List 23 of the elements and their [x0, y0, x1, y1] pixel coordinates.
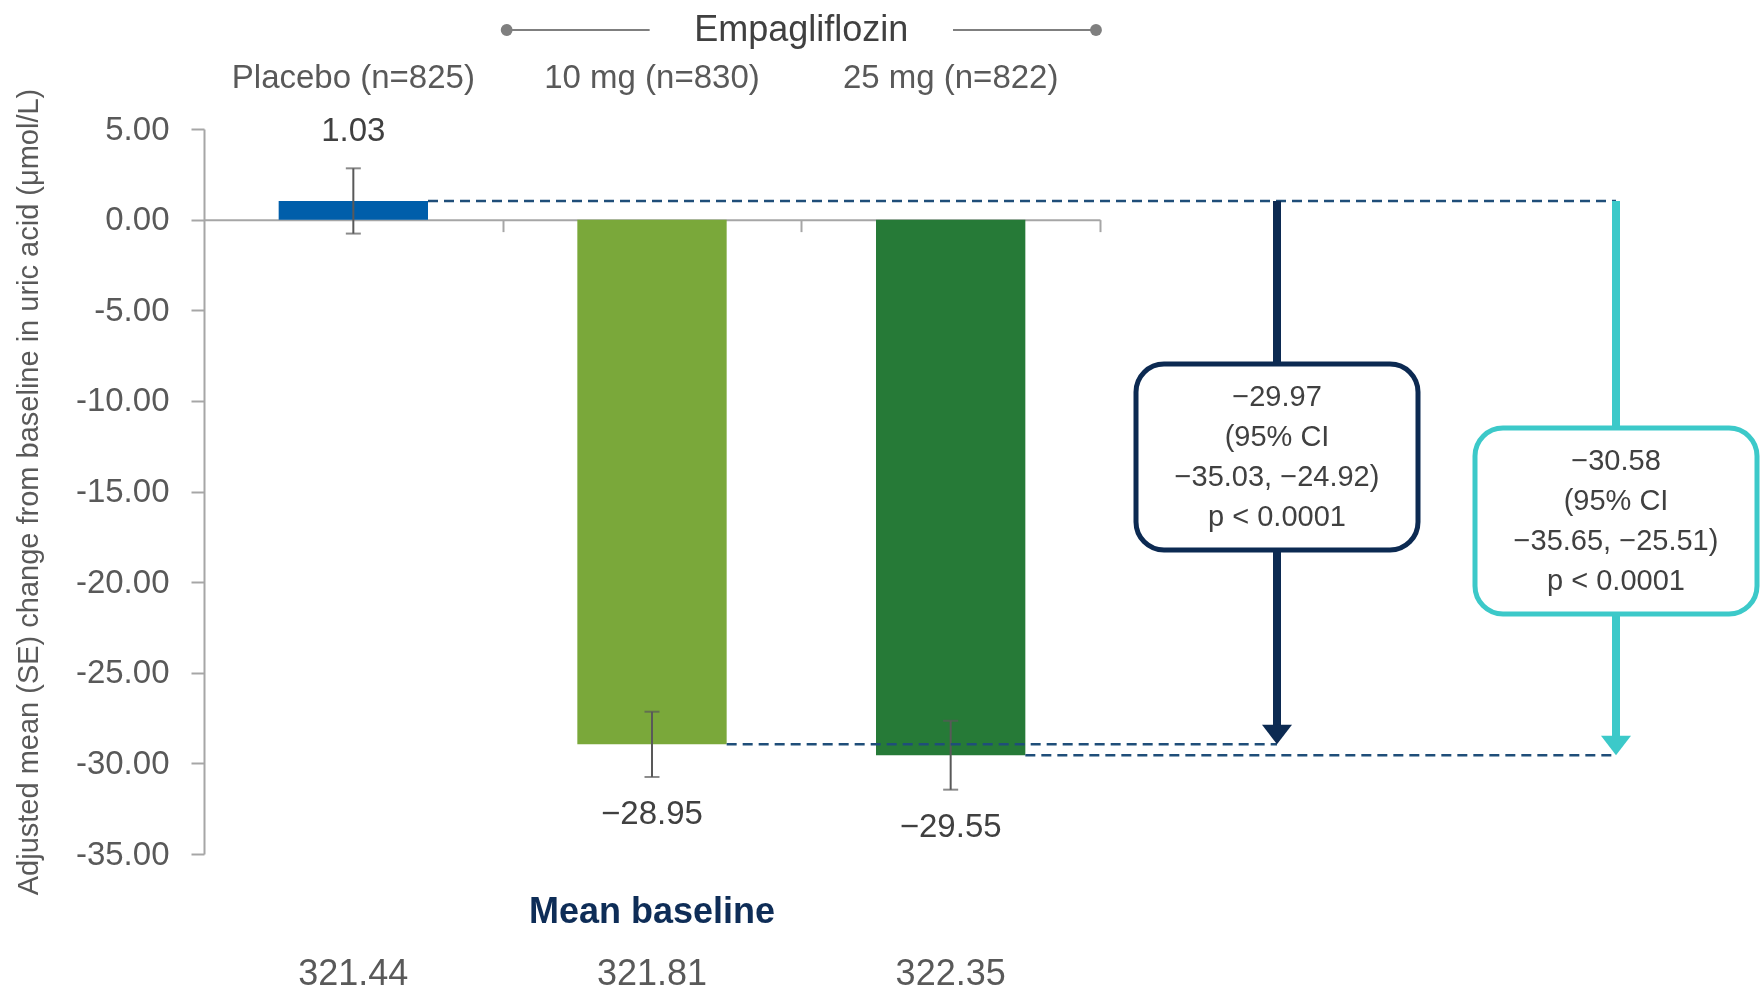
text: −30.58 (95% CI −35.65, −25.51) p < 0.0001 [1513, 444, 1719, 596]
text: 321.44 [298, 952, 409, 992]
y-tick-label: -30.00 [75, 743, 170, 781]
text: Empagliflozin [694, 8, 909, 49]
y-tick-label: 0.00 [105, 200, 170, 238]
y-tick-label: -5.00 [94, 290, 170, 328]
y-axis-title: Adjusted mean (SE) change from baseline in uric acid (μmol/L) [11, 88, 44, 896]
y-tick-label: -15.00 [75, 472, 170, 509]
data-label: −29.55 [899, 806, 1002, 844]
y-tick-label: -25.00 [75, 653, 170, 691]
y-tick-label: -35.00 [75, 834, 170, 872]
y-tick-label: -20.00 [75, 562, 170, 600]
y-tick-label: 5.00 [105, 109, 170, 147]
x-tick-label: 10 mg (n=830) [544, 58, 760, 95]
text: −29.97 (95% CI −35.03, −24.92) p < 0.0001 [1174, 380, 1380, 532]
text: 322.35 [895, 952, 1006, 992]
data-label: 1.03 [321, 111, 386, 149]
text: 321.81 [596, 952, 708, 992]
y-tick-label: -10.00 [75, 381, 170, 419]
text: Mean baseline [528, 890, 776, 931]
x-tick-label: Placebo (n=825) [231, 58, 475, 95]
x-tick-label: 25 mg (n=822) [842, 58, 1059, 95]
data-label: −28.95 [601, 793, 703, 831]
